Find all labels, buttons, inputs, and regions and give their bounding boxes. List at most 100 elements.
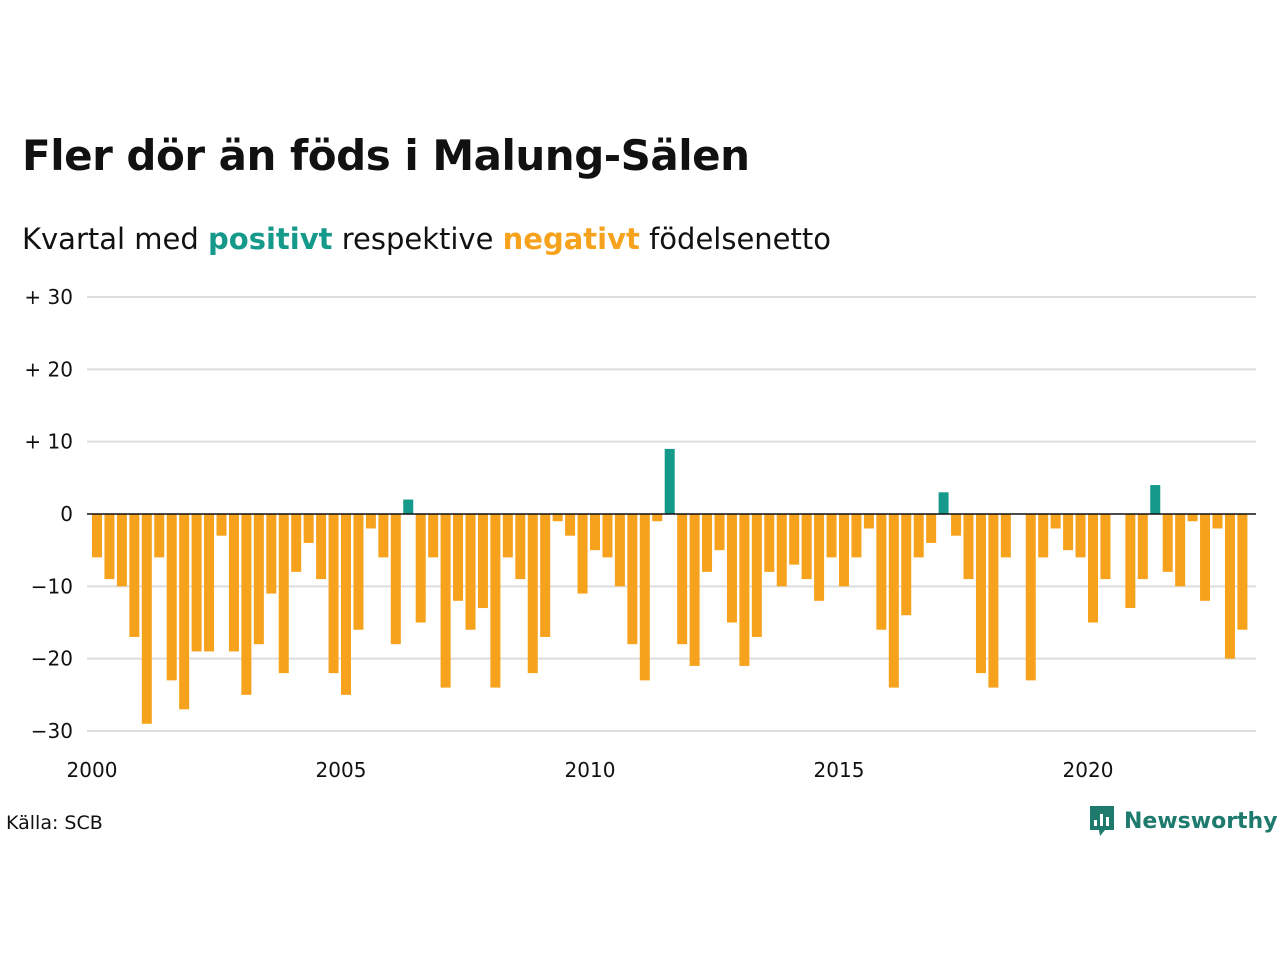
bar-negative <box>1050 514 1061 529</box>
bar-positive <box>664 448 675 514</box>
bar-negative <box>776 514 787 587</box>
bar-negative <box>714 514 725 551</box>
bar-negative <box>913 514 924 558</box>
bar-negative <box>839 514 849 587</box>
bar-negative <box>191 514 202 652</box>
bar-negative <box>266 514 277 594</box>
bar-negative <box>801 514 812 580</box>
bar-negative <box>316 514 327 580</box>
bar-negative <box>702 514 713 572</box>
bar-negative <box>303 514 314 543</box>
bar-negative <box>116 514 127 587</box>
bar-negative <box>1100 514 1111 580</box>
bar-negative <box>341 514 351 695</box>
bar-negative <box>1000 514 1011 558</box>
bar-negative <box>241 514 252 695</box>
bar-negative <box>652 514 663 522</box>
bar-negative <box>453 514 464 601</box>
bar-negative <box>390 514 401 645</box>
bar-negative <box>104 514 115 580</box>
y-tick-label: −10 <box>31 574 73 598</box>
bar-negative <box>415 514 426 623</box>
bar-negative <box>1137 514 1148 580</box>
bar-positive <box>403 499 414 514</box>
bar-negative <box>129 514 140 637</box>
y-tick-label: + 10 <box>24 430 73 454</box>
bar-negative <box>1212 514 1223 529</box>
bar-negative <box>1175 514 1186 587</box>
bar-negative <box>1224 514 1235 659</box>
bar-negative <box>378 514 389 558</box>
bar-negative <box>851 514 862 558</box>
bar-negative <box>477 514 488 609</box>
subtitle-middle: respektive <box>332 222 503 256</box>
bar-negative <box>1200 514 1211 601</box>
bar-negative <box>863 514 874 529</box>
bar-negative <box>963 514 974 580</box>
x-tick-label: 2020 <box>1063 758 1114 782</box>
bar-negative <box>677 514 688 645</box>
bar-negative <box>179 514 190 710</box>
bar-negative <box>328 514 339 674</box>
axis-layer: + 30 + 20 + 10 0 −10 −20 −30 2000 2005 2010 2015 20… <box>24 285 1256 782</box>
bar-negative <box>602 514 613 558</box>
bar-negative <box>888 514 899 688</box>
bar-negative <box>751 514 762 637</box>
bar-negative <box>540 514 551 637</box>
newsworthy-logo-icon <box>1090 806 1114 836</box>
bar-negative <box>988 514 999 688</box>
bar-negative <box>527 514 538 674</box>
bar-negative <box>614 514 625 587</box>
bar-negative <box>502 514 513 558</box>
bar-negative <box>577 514 588 594</box>
bar-negative <box>926 514 937 543</box>
chart-title: Fler dör än föds i Malung-Sälen <box>22 131 750 180</box>
bar-positive <box>938 492 949 514</box>
bar-negative <box>975 514 986 674</box>
y-tick-label: + 20 <box>24 357 73 381</box>
bar-negative <box>689 514 700 666</box>
bar-negative <box>876 514 887 630</box>
bar-negative <box>216 514 227 536</box>
bar-negative <box>204 514 215 652</box>
bar-negative <box>291 514 302 572</box>
brand[interactable]: Newsworthy <box>1088 804 1278 838</box>
x-tick-label: 2000 <box>67 758 118 782</box>
bar-negative <box>764 514 775 572</box>
subtitle-suffix: födelsenetto <box>639 222 831 256</box>
y-tick-label: −30 <box>31 719 73 743</box>
x-tick-label: 2010 <box>565 758 616 782</box>
bar-positive <box>1150 485 1161 514</box>
bar-negative <box>428 514 439 558</box>
bar-negative <box>1237 514 1248 630</box>
subtitle-negative-word: negativt <box>502 222 640 256</box>
bar-negative <box>627 514 638 645</box>
subtitle-positive-word: positivt <box>208 222 333 256</box>
bar-layer <box>92 448 1248 724</box>
y-tick-label: −20 <box>31 647 73 671</box>
bar-negative <box>154 514 165 558</box>
bar-negative <box>465 514 476 630</box>
bar-negative <box>440 514 451 688</box>
bar-negative <box>515 514 526 580</box>
y-tick-label: 0 <box>60 502 73 526</box>
bar-negative <box>253 514 264 645</box>
bar-negative <box>1038 514 1049 558</box>
bar-negative <box>901 514 912 616</box>
x-tick-label: 2005 <box>316 758 367 782</box>
bar-negative <box>166 514 177 681</box>
bar-negative <box>92 514 102 558</box>
bar-negative <box>726 514 737 623</box>
bar-negative <box>365 514 376 529</box>
bar-negative <box>639 514 650 681</box>
bar-negative <box>739 514 750 666</box>
bar-negative <box>565 514 576 536</box>
subtitle-prefix: Kvartal med <box>22 222 209 256</box>
bar-negative <box>1125 514 1136 609</box>
chart-subtitle: Kvartal med positivt respektive negativt… <box>22 222 831 256</box>
bar-negative <box>353 514 364 630</box>
bar-negative <box>826 514 837 558</box>
bar-negative <box>1063 514 1074 551</box>
bar-negative <box>1162 514 1173 572</box>
